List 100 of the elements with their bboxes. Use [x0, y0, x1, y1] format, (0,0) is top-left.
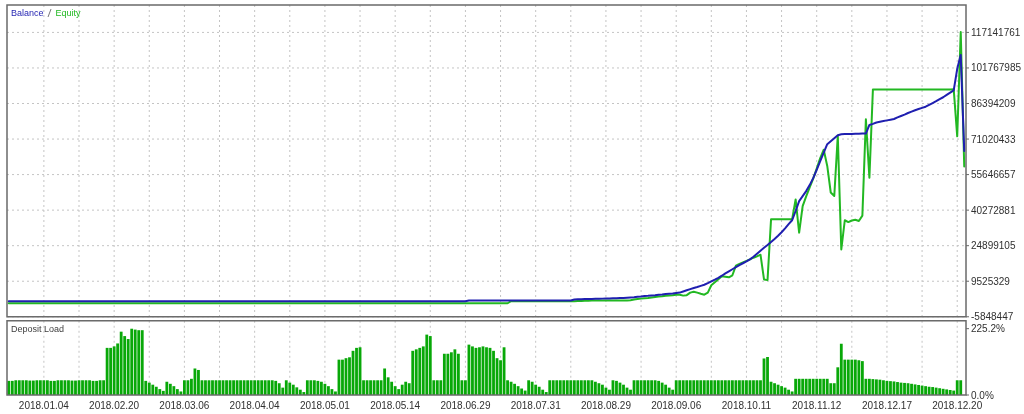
bar: [471, 346, 474, 395]
bar: [165, 381, 169, 395]
y-tick-label: 24899105: [971, 240, 1016, 252]
bar: [727, 380, 731, 395]
bar: [910, 383, 913, 395]
x-tick-label: 2018.02.20: [89, 399, 140, 411]
bar: [716, 380, 720, 395]
bar: [411, 350, 415, 395]
bar: [601, 384, 604, 395]
y-tick-label: 117141761: [971, 26, 1021, 38]
bar: [239, 380, 243, 395]
bar: [818, 378, 822, 395]
bar: [674, 380, 678, 395]
bar: [534, 384, 538, 395]
bar: [745, 380, 748, 395]
bar: [81, 380, 84, 395]
x-tick-label: 2018.05.01: [299, 399, 351, 411]
x-tick-label: 2018.12.20: [932, 399, 983, 411]
bar: [766, 357, 769, 395]
bar: [825, 378, 829, 395]
bar: [562, 380, 566, 395]
bar: [797, 378, 801, 395]
bar: [678, 380, 682, 395]
bar: [808, 378, 812, 395]
bar: [400, 384, 404, 395]
bar: [702, 380, 706, 395]
bar: [435, 380, 439, 395]
bar: [38, 380, 42, 395]
bar: [586, 380, 590, 395]
bar: [309, 380, 313, 395]
bar: [643, 380, 646, 395]
bar: [383, 368, 387, 395]
bar: [723, 380, 727, 395]
bar: [688, 380, 692, 395]
bar: [548, 380, 552, 395]
y-tick-label: 86394209: [971, 98, 1016, 109]
bar: [572, 380, 576, 395]
bar: [442, 353, 446, 395]
bar: [685, 380, 689, 395]
bar: [569, 380, 573, 395]
bar: [249, 380, 253, 395]
bar: [513, 383, 517, 395]
bar: [706, 380, 710, 395]
bar: [60, 380, 63, 395]
bar: [857, 360, 861, 395]
bar: [305, 380, 309, 395]
bar: [277, 383, 281, 395]
bar: [242, 380, 246, 395]
bar: [815, 378, 819, 395]
y-tick-label: -5848447: [971, 311, 1014, 323]
bar: [660, 382, 664, 395]
bar: [692, 380, 696, 395]
bar: [615, 380, 618, 395]
bar: [35, 380, 39, 395]
bar: [730, 380, 734, 395]
bar: [256, 380, 260, 395]
bar: [811, 378, 815, 395]
bar: [211, 380, 214, 395]
bar: [530, 381, 534, 395]
bar: [14, 380, 18, 395]
x-tick-label: 2018.01.04: [18, 399, 70, 411]
bar: [393, 386, 397, 395]
x-tick-label: 2018.06.29: [440, 399, 491, 411]
bar: [695, 380, 699, 395]
bar: [133, 329, 137, 395]
bar: [24, 380, 28, 395]
y-tick-label: 225.2%: [971, 323, 1006, 335]
bar: [846, 359, 850, 395]
bar: [590, 380, 594, 395]
bar: [713, 380, 717, 395]
bar: [875, 379, 878, 395]
bar: [109, 347, 113, 395]
bar: [882, 380, 885, 395]
bar: [850, 359, 854, 395]
bar: [232, 380, 235, 395]
bar: [576, 380, 580, 395]
bar: [579, 380, 583, 395]
bar: [738, 380, 741, 395]
bar: [274, 380, 278, 395]
bar: [21, 380, 25, 395]
bar: [341, 359, 344, 395]
bar: [867, 378, 871, 395]
bar: [492, 350, 495, 395]
bar: [147, 382, 151, 395]
x-tick-label: 2018.11.12: [792, 399, 842, 411]
x-tick-label: 2018.07.31: [510, 399, 562, 411]
bar: [565, 380, 569, 395]
bar: [218, 380, 221, 395]
bar: [130, 328, 134, 395]
y-tick-label: 0.0%: [971, 389, 994, 401]
y-tick-label: 71020433: [971, 133, 1016, 145]
bar: [527, 380, 531, 395]
y-tick-label: 55646657: [971, 169, 1016, 181]
bar: [955, 380, 959, 395]
bar: [414, 349, 418, 395]
bar: [154, 386, 158, 395]
bar: [204, 380, 207, 395]
x-tick-label: 2018.08.29: [580, 399, 632, 411]
bar: [636, 380, 639, 395]
bar: [67, 380, 70, 395]
